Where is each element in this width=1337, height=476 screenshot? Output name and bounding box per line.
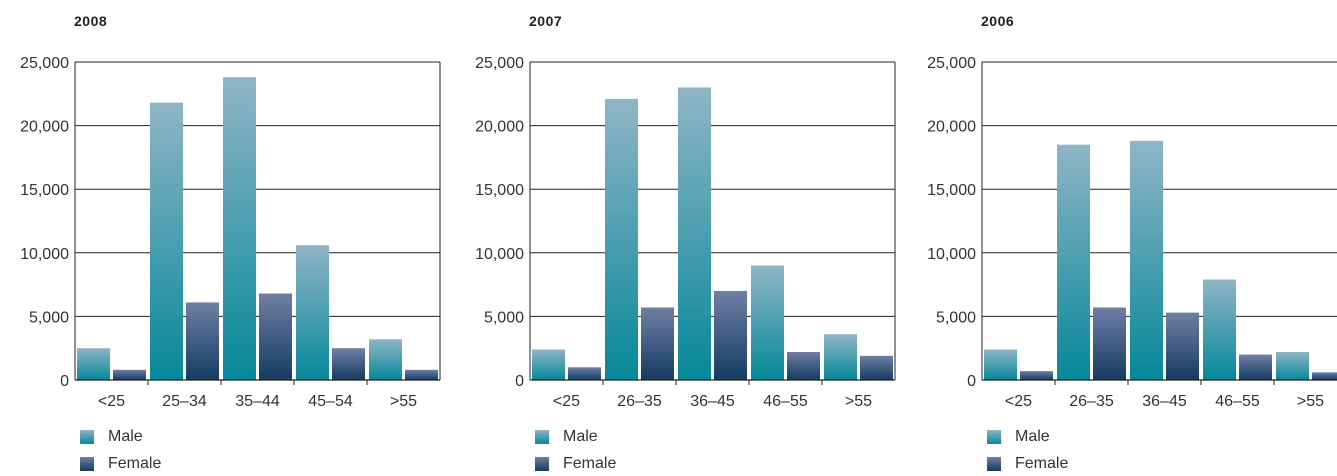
x-tick-label: 25–34 <box>162 393 207 410</box>
legend-swatch-male <box>80 430 94 444</box>
y-tick-label: 5,000 <box>484 309 524 326</box>
bar-female <box>641 307 674 380</box>
bar-chart-2008: 0 5,000 10,000 15,000 20,000 25,000 <25 25–34 35… <box>20 55 441 410</box>
y-tick-label: 5,000 <box>936 309 976 326</box>
bar-male <box>369 339 402 380</box>
bar-male <box>150 102 183 380</box>
y-tick-label: 10,000 <box>20 246 69 263</box>
bar-female <box>259 293 292 380</box>
bar-male <box>751 265 784 380</box>
y-tick-label: 5,000 <box>29 309 69 326</box>
legend-swatch-male <box>535 430 549 444</box>
y-tick-label: 25,000 <box>475 55 524 72</box>
bar-female <box>405 369 438 380</box>
x-tick-label: <25 <box>1005 393 1032 410</box>
legend-label-male: Male <box>108 428 143 445</box>
bar-male <box>1057 144 1090 380</box>
bar-female <box>1239 354 1272 380</box>
bar-female <box>1166 312 1199 380</box>
legend-female: Female <box>535 455 616 473</box>
y-tick-label: 0 <box>60 373 69 390</box>
legend-swatch-male <box>987 430 1001 444</box>
legend-male: Male <box>80 428 143 446</box>
legend-male: Male <box>987 428 1050 446</box>
bar-male <box>223 77 256 380</box>
x-tick-label: >55 <box>390 393 417 410</box>
bar-male <box>605 98 638 380</box>
bar-male <box>1203 279 1236 380</box>
x-tick-label: <25 <box>553 393 580 410</box>
legend-label-female: Female <box>1015 455 1069 472</box>
x-tick-label: >55 <box>1297 393 1324 410</box>
x-tick-label: 46–55 <box>1215 393 1260 410</box>
legend-swatch-female <box>987 457 1001 471</box>
legend-swatch-female <box>80 457 94 471</box>
y-tick-label: 15,000 <box>475 182 524 199</box>
bar-male <box>1130 140 1163 380</box>
legend-label-male: Male <box>563 428 598 445</box>
chart-title: 2008 <box>74 13 108 29</box>
legend-label-male: Male <box>1015 428 1050 445</box>
legend-male: Male <box>535 428 598 446</box>
legend-label-female: Female <box>563 455 617 472</box>
bar-female <box>787 352 820 380</box>
bar-male <box>678 87 711 380</box>
x-tick-label: 45–54 <box>308 393 353 410</box>
y-tick-label: 20,000 <box>927 119 976 136</box>
bar-chart-2006: 0 5,000 10,000 15,000 20,000 25,000 <25 26–35 36… <box>927 55 1337 410</box>
y-tick-label: 10,000 <box>475 246 524 263</box>
y-tick-label: 10,000 <box>927 246 976 263</box>
bar-male <box>296 245 329 380</box>
y-tick-label: 20,000 <box>475 119 524 136</box>
chart-panel-2007: 2007 0 5,000 10,000 15,000 20,000 25,000 <25 26… <box>455 0 896 476</box>
x-tick-label: 36–45 <box>690 393 735 410</box>
legend-label-female: Female <box>108 455 162 472</box>
x-tick-label: 26–35 <box>1069 393 1114 410</box>
chart-panel-2006: 2006 0 5,000 10,000 15,000 20,000 25,000 <25 26… <box>907 0 1337 476</box>
x-tick-label: <25 <box>98 393 125 410</box>
bar-male <box>824 334 857 380</box>
bar-female <box>1312 372 1337 380</box>
y-tick-label: 0 <box>967 373 976 390</box>
bar-female <box>568 367 601 380</box>
bar-female <box>332 348 365 380</box>
bar-female <box>860 355 893 380</box>
y-tick-label: 25,000 <box>20 55 69 72</box>
y-tick-label: 20,000 <box>20 119 69 136</box>
bar-female <box>113 369 146 380</box>
x-tick-label: 26–35 <box>617 393 662 410</box>
y-tick-label: 0 <box>515 373 524 390</box>
bar-female <box>186 302 219 380</box>
bar-female <box>1020 371 1053 380</box>
bar-male <box>77 348 110 380</box>
bar-male <box>984 349 1017 380</box>
legend-female: Female <box>987 455 1068 473</box>
bar-female <box>1093 307 1126 380</box>
x-tick-label: 35–44 <box>235 393 280 410</box>
x-tick-label: 46–55 <box>763 393 808 410</box>
y-tick-label: 15,000 <box>20 182 69 199</box>
legend-swatch-female <box>535 457 549 471</box>
legend-female: Female <box>80 455 161 473</box>
chart-panel-2008: 2008 0 5,000 10,000 15,000 20,000 25,000 <25 25… <box>0 0 441 476</box>
bar-female <box>714 290 747 380</box>
bar-male <box>532 349 565 380</box>
chart-title: 2007 <box>529 13 563 29</box>
x-tick-label: >55 <box>845 393 872 410</box>
y-tick-label: 15,000 <box>927 182 976 199</box>
x-tick-label: 36–45 <box>1142 393 1187 410</box>
chart-title: 2006 <box>981 13 1015 29</box>
bar-male <box>1276 352 1309 380</box>
y-tick-label: 25,000 <box>927 55 976 72</box>
bar-chart-2007: 0 5,000 10,000 15,000 20,000 25,000 <25 26–35 36… <box>475 55 896 410</box>
